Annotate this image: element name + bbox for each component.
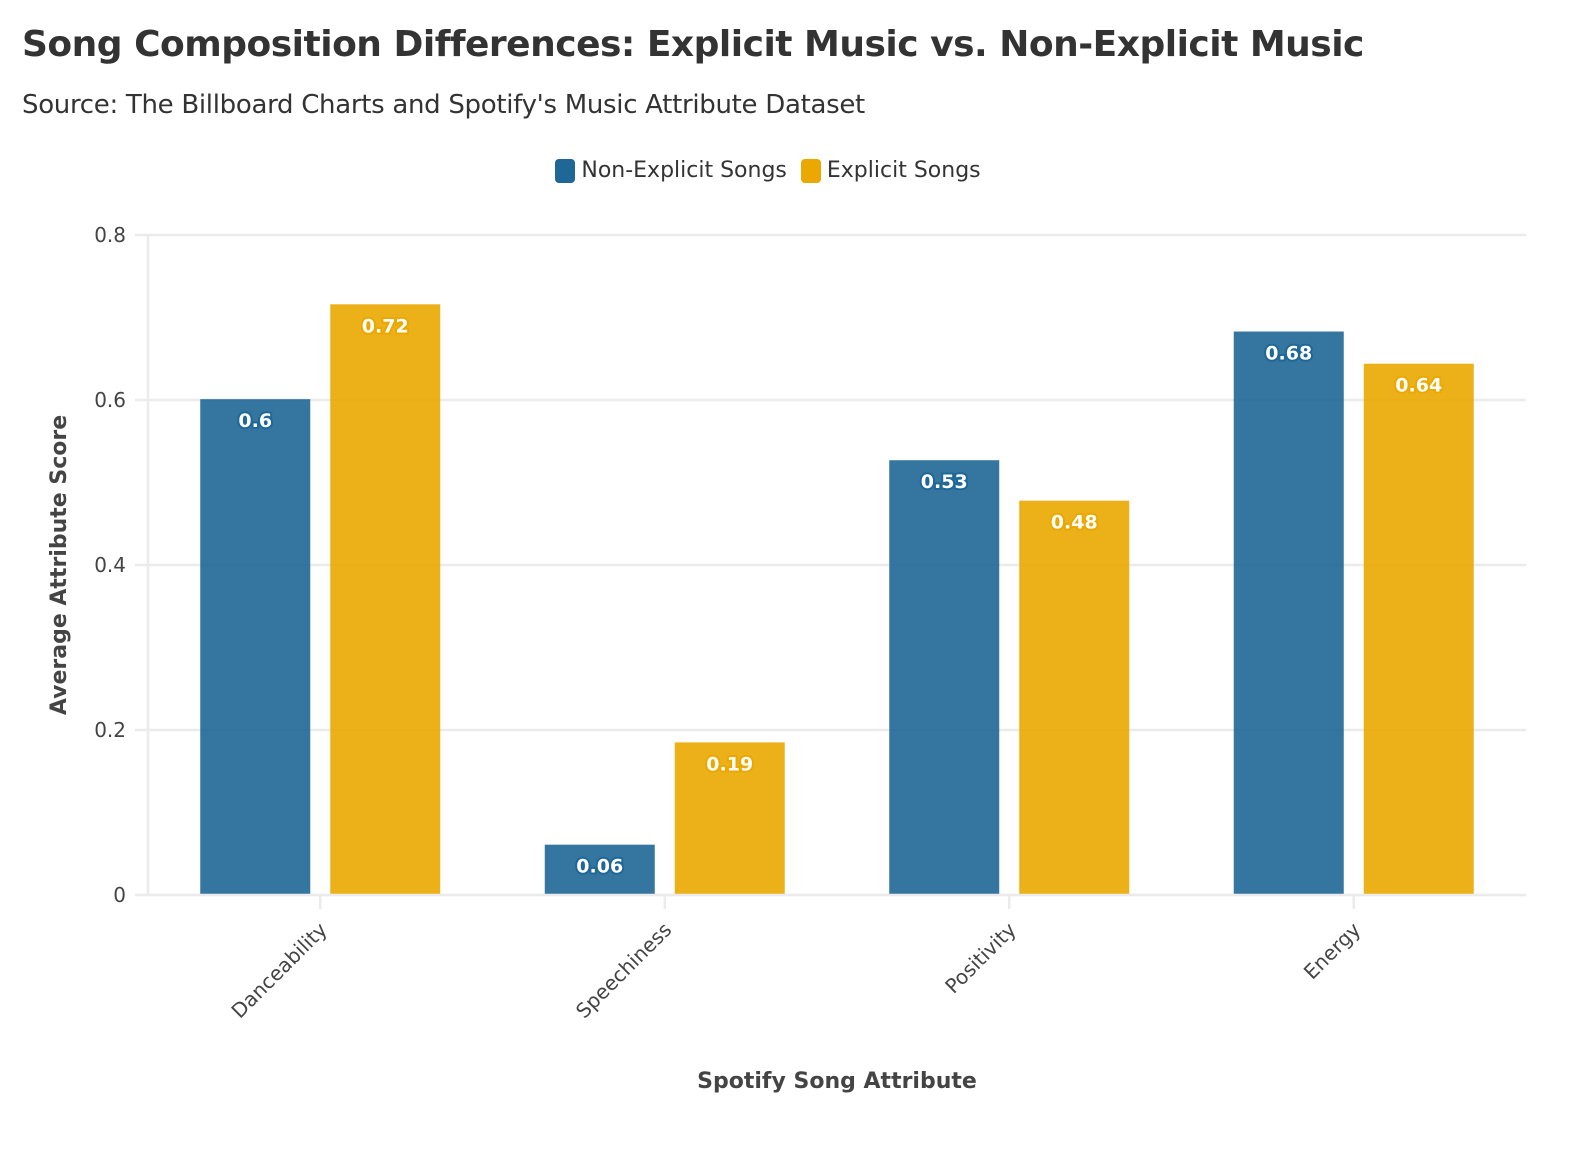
y-tick-label: 0.8 bbox=[94, 223, 126, 247]
bar-explicit-danceability bbox=[330, 304, 441, 895]
data-label: 0.06 bbox=[576, 856, 623, 878]
chart-title: Song Composition Differences: Explicit M… bbox=[22, 24, 1364, 65]
bar-explicit-positivity bbox=[1019, 500, 1130, 895]
x-axis-title: Spotify Song Attribute bbox=[697, 1069, 977, 1094]
bar-non-explicit-speechiness bbox=[544, 844, 655, 895]
legend-label-non-explicit: Non-Explicit Songs bbox=[581, 158, 787, 183]
data-label: 0.72 bbox=[362, 315, 409, 337]
x-tick-label: Speechiness bbox=[571, 918, 676, 1023]
legend-item-non-explicit[interactable]: Non-Explicit Songs bbox=[555, 158, 787, 183]
legend: Non-Explicit Songs Explicit Songs bbox=[0, 158, 1564, 183]
legend-swatch-explicit bbox=[800, 158, 821, 183]
y-tick-label: 0.4 bbox=[94, 553, 126, 577]
legend-item-explicit[interactable]: Explicit Songs bbox=[800, 158, 981, 183]
y-axis-title: Average Attribute Score bbox=[47, 415, 72, 715]
data-label: 0.64 bbox=[1395, 375, 1442, 397]
legend-label-explicit: Explicit Songs bbox=[826, 158, 981, 183]
chart-subtitle: Source: The Billboard Charts and Spotify… bbox=[22, 90, 865, 120]
x-tick-label: Positivity bbox=[940, 917, 1021, 998]
bar-non-explicit-danceability bbox=[200, 399, 311, 895]
y-tick-label: 0.6 bbox=[94, 388, 126, 412]
y-tick-label: 0 bbox=[113, 883, 126, 907]
bar-non-explicit-energy bbox=[1233, 331, 1344, 895]
bar-explicit-speechiness bbox=[674, 742, 785, 895]
data-label: 0.6 bbox=[238, 410, 272, 432]
data-label: 0.19 bbox=[706, 753, 753, 775]
data-label: 0.48 bbox=[1051, 512, 1098, 534]
data-label: 0.68 bbox=[1265, 343, 1312, 365]
x-tick-label: Danceability bbox=[226, 917, 331, 1022]
legend-swatch-non-explicit bbox=[555, 158, 576, 183]
data-label: 0.53 bbox=[921, 471, 968, 493]
bar-non-explicit-positivity bbox=[889, 460, 1000, 895]
bar-explicit-energy bbox=[1363, 363, 1474, 895]
x-tick-label: Energy bbox=[1299, 917, 1366, 984]
y-tick-label: 0.2 bbox=[94, 718, 126, 742]
